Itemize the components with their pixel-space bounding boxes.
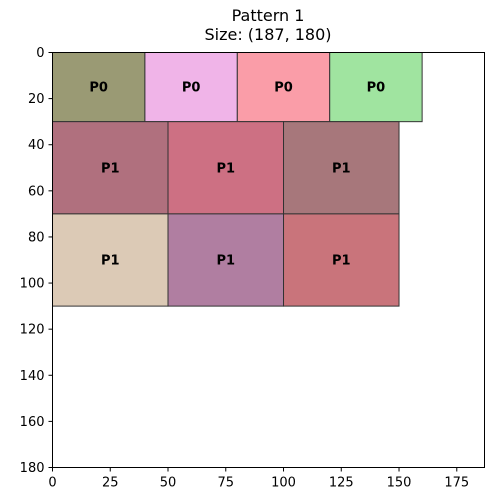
chart-title-line-1: Pattern 1: [231, 6, 305, 25]
piece-label-8: P1: [216, 254, 235, 269]
piece-label-1: P0: [182, 81, 201, 96]
y-tick-label-0: 0: [36, 46, 44, 61]
x-tick-label-5: 125: [329, 476, 354, 491]
piece-rect-5: [167, 121, 285, 215]
chart-title: Pattern 1 Size: (187, 180): [0, 6, 500, 44]
piece-label-7: P1: [101, 254, 120, 269]
piece-label-6: P1: [332, 161, 351, 176]
x-tick-label-1: 25: [102, 476, 119, 491]
piece-label-5: P1: [216, 161, 235, 176]
piece-label-0: P0: [89, 81, 108, 96]
y-tick-label-9: 180: [20, 461, 45, 476]
y-tick-label-4: 80: [28, 230, 45, 245]
piece-rect-9: [283, 213, 400, 307]
y-tick-label-5: 100: [20, 277, 45, 292]
piece-rect-6: [283, 121, 400, 215]
y-tick-label-1: 20: [28, 92, 45, 107]
piece-rect-2: [236, 52, 331, 123]
piece-rect-4: [52, 121, 169, 215]
y-tick-label-6: 120: [20, 323, 45, 338]
piece-label-3: P0: [367, 81, 386, 96]
x-tick-label-6: 150: [387, 476, 412, 491]
x-tick-label-3: 75: [217, 476, 234, 491]
chart-title-line-2: Size: (187, 180): [204, 25, 332, 44]
x-tick-label-2: 50: [160, 476, 177, 491]
piece-rect-0: [52, 52, 146, 123]
y-tick-label-3: 60: [28, 184, 45, 199]
x-tick-label-7: 175: [444, 476, 469, 491]
x-tick-label-4: 100: [271, 476, 296, 491]
piece-label-4: P1: [101, 161, 120, 176]
x-tick-label-0: 0: [48, 476, 56, 491]
y-tick-label-7: 140: [20, 369, 45, 384]
piece-rect-8: [167, 213, 285, 307]
y-tick-label-2: 40: [28, 138, 45, 153]
piece-rect-7: [52, 213, 169, 307]
piece-label-9: P1: [332, 254, 351, 269]
ticks-layer: 0 25 50 75 100 125 150 175 0 20 40 60 80 100 120 140 160…: [20, 46, 470, 491]
piece-label-2: P0: [274, 81, 293, 96]
y-tick-label-8: 160: [20, 415, 45, 430]
plot-frame: [52, 52, 485, 468]
rectangles-layer: P0 P0 P0 P0 P1 P1 P1 P1 P1 P1: [52, 52, 423, 307]
